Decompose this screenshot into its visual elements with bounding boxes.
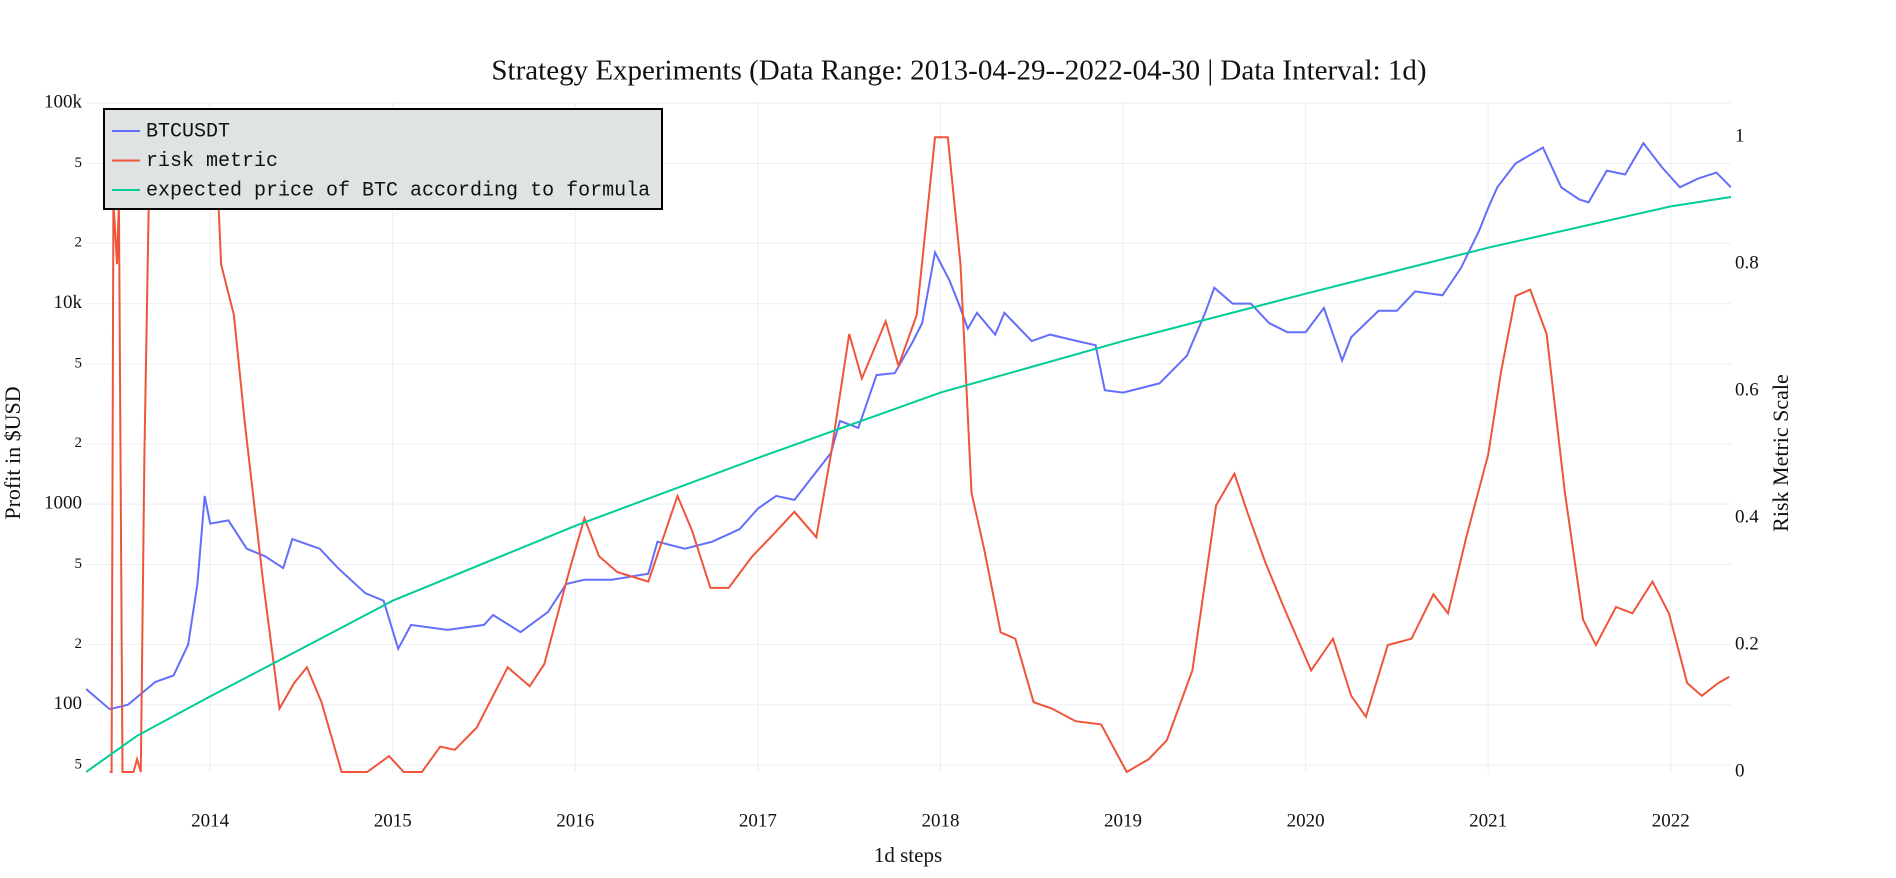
x-tick-label: 2019	[1104, 810, 1142, 831]
x-tick-label: 2016	[556, 810, 594, 831]
y-tick-label: 5	[75, 757, 83, 773]
y2-tick-label: 0.6	[1735, 380, 1759, 401]
x-tick-label: 2015	[374, 810, 412, 831]
y-tick-label: 100k	[44, 91, 83, 112]
x-tick-label: 2014	[191, 810, 230, 831]
y-tick-label: 2	[75, 435, 83, 451]
x-tick-label: 2021	[1469, 810, 1507, 831]
y-tick-label: 5	[75, 556, 83, 572]
x-axis-title: 1d steps	[874, 843, 942, 867]
y-tick-label: 100	[54, 693, 83, 714]
chart-title: Strategy Experiments (Data Range: 2013-0…	[491, 55, 1426, 87]
y-axis-title: Profit in $USD	[0, 386, 25, 519]
y-tick-label: 1000	[44, 493, 82, 514]
series-line	[86, 196, 1731, 773]
y2-tick-label: 1	[1735, 126, 1745, 147]
y2-axis-title: Risk Metric Scale	[1768, 374, 1793, 532]
legend-box	[103, 108, 663, 210]
y-tick-label: 2	[75, 235, 83, 251]
legend-label: expected price of BTC according to formu…	[146, 179, 650, 202]
x-tick-label: 2017	[739, 810, 777, 831]
series-line	[109, 136, 1730, 774]
legend-label: BTCUSDT	[146, 120, 230, 143]
y2-tick-label: 0	[1735, 760, 1745, 781]
y-tick-label: 10k	[54, 292, 83, 313]
x-tick-label: 2022	[1652, 810, 1690, 831]
y-tick-label: 5	[75, 155, 83, 171]
y2-tick-label: 0.8	[1735, 253, 1759, 274]
y2-tick-label: 0.4	[1735, 506, 1759, 527]
y2-tick-label: 0.2	[1735, 633, 1759, 654]
y-tick-label: 2	[75, 636, 83, 652]
x-tick-label: 2020	[1287, 810, 1325, 831]
x-tick-label: 2018	[921, 810, 959, 831]
series-line	[86, 141, 1731, 711]
legend-label: risk metric	[146, 150, 278, 173]
y-tick-label: 5	[75, 355, 83, 371]
